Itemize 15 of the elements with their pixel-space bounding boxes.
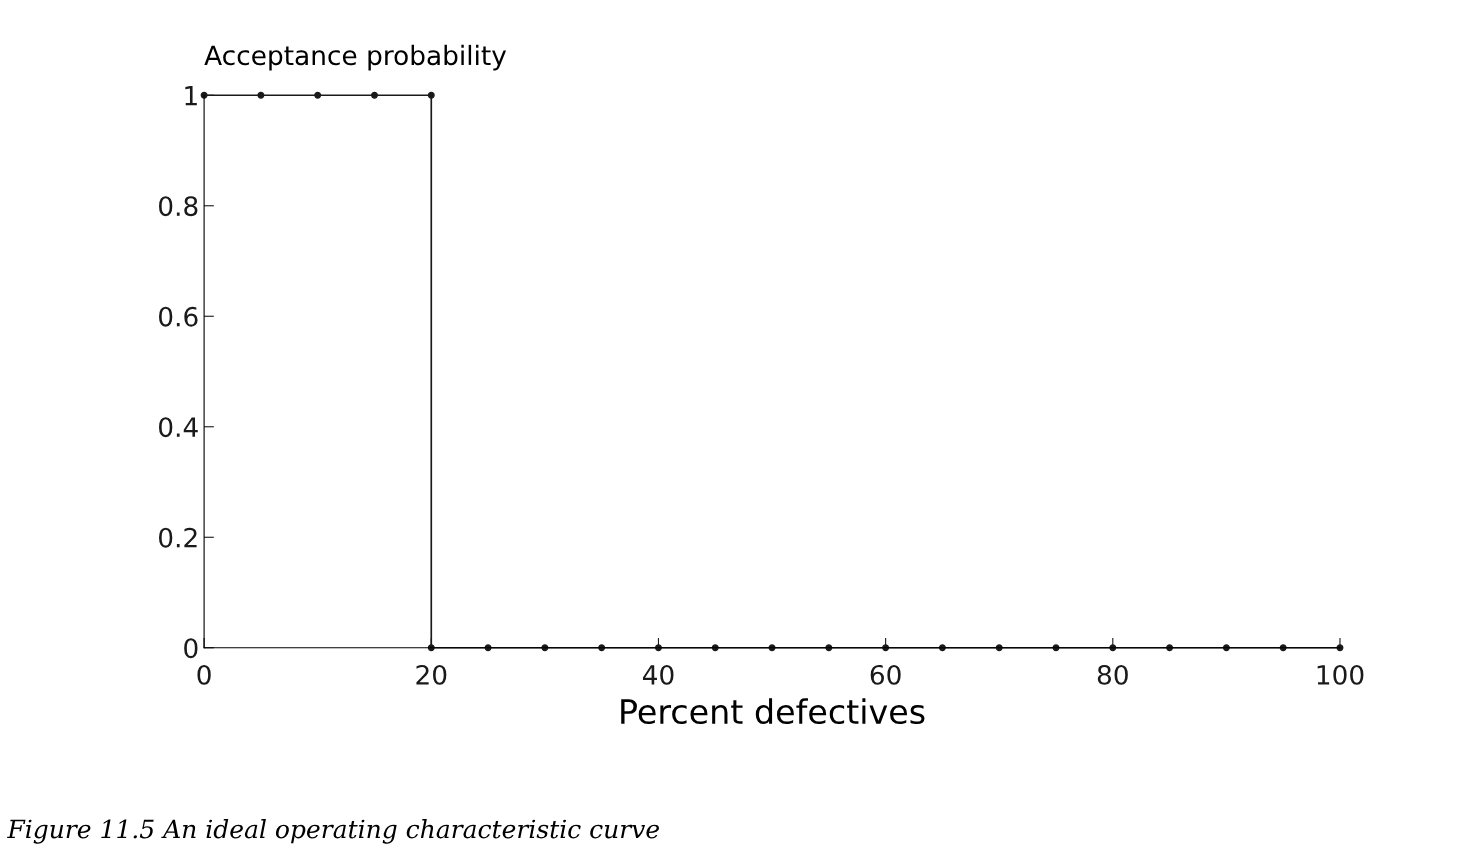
y-tick-label: 1	[185, 86, 197, 106]
x-tick-label: 60	[870, 664, 901, 685]
x-axis-title: Percent defectives	[621, 698, 925, 725]
x-tick-label: 100	[1317, 664, 1364, 685]
x-tick-label: 40	[642, 664, 674, 685]
y-axis-title: Acceptance probability	[204, 44, 507, 71]
x-tick-label: 0	[197, 664, 211, 685]
x-tick-label: 80	[1097, 664, 1128, 685]
y-tick-label: 0.6	[159, 306, 198, 327]
x-tick-label: 20	[416, 664, 447, 685]
caption: Figure 11.5 An ideal operating characteristic curve	[7, 819, 660, 844]
y-tick-label: 0.8	[159, 196, 198, 217]
y-tick-label: 0	[184, 638, 198, 659]
y-tick-label: 0.4	[159, 417, 198, 438]
y-tick-label: 0.2	[159, 527, 197, 548]
